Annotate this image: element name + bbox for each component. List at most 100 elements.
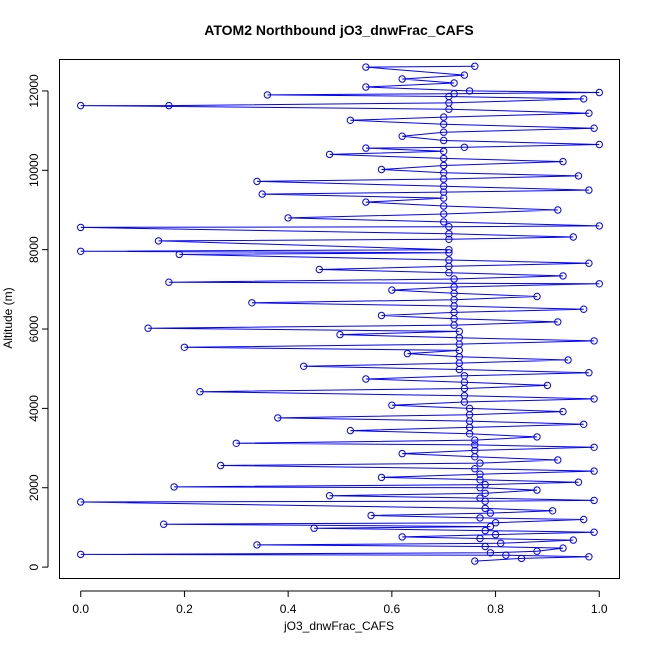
data-point: [590, 395, 598, 403]
data-point: [274, 414, 282, 422]
data-point: [440, 161, 448, 170]
data-point: [440, 202, 448, 210]
data-point: [590, 528, 598, 536]
x-tick-label: 0.4: [280, 602, 297, 616]
data-point: [559, 544, 567, 552]
data-point: [160, 520, 168, 528]
data-point: [175, 250, 184, 259]
data-point: [325, 492, 334, 500]
data-point: [465, 404, 474, 413]
data-point: [377, 473, 386, 482]
data-point: [476, 476, 484, 484]
data-point: [585, 186, 593, 194]
data-point: [471, 436, 479, 444]
data-point: [77, 550, 85, 559]
data-point: [502, 551, 510, 559]
data-point: [460, 372, 469, 380]
data-point: [154, 237, 163, 245]
data-point: [346, 116, 355, 125]
data-point: [590, 124, 598, 132]
data-point: [315, 265, 323, 274]
y-tick-label: 8000: [27, 236, 41, 263]
data-point: [460, 143, 469, 152]
data-point: [559, 407, 567, 416]
data-point: [300, 362, 308, 370]
data-point: [440, 169, 448, 177]
data-point: [476, 459, 484, 467]
data-point: [445, 223, 453, 231]
y-axis-label: Altitude (m): [1, 287, 15, 348]
data-point: [517, 554, 526, 563]
data-point: [580, 515, 588, 524]
data-point: [585, 259, 593, 267]
data-point: [471, 446, 479, 455]
data-point: [398, 449, 406, 458]
data-point: [77, 101, 85, 110]
x-tick-label: 1.0: [591, 602, 608, 616]
data-point: [325, 150, 334, 159]
data-point: [445, 249, 453, 257]
x-axis: 0.0 0.2 0.4 0.6 0.8 1.0: [72, 590, 608, 616]
data-point: [450, 90, 458, 98]
data-point: [481, 480, 489, 489]
data-point: [460, 392, 469, 400]
data-point: [543, 381, 552, 390]
data-point: [580, 305, 588, 313]
data-point: [471, 441, 479, 449]
data-point: [445, 230, 453, 238]
data-point: [554, 456, 562, 464]
y-tick-label: 4000: [27, 395, 41, 422]
data-point: [196, 388, 204, 396]
data-point: [258, 190, 266, 198]
data-point: [440, 210, 448, 218]
data-point: [450, 79, 458, 87]
y-tick-label: 12000: [27, 74, 41, 108]
data-point: [481, 504, 489, 513]
data-point: [595, 88, 603, 97]
data-point: [440, 113, 448, 121]
data-point: [585, 369, 593, 377]
data-point: [595, 280, 603, 288]
data-point: [165, 278, 173, 286]
data-point: [533, 547, 541, 555]
data-point: [170, 483, 178, 491]
data-point: [362, 198, 370, 206]
data-point: [481, 542, 489, 551]
x-tick-label: 0.8: [487, 602, 504, 616]
data-point: [590, 337, 598, 345]
data-point: [569, 536, 577, 544]
data-point: [574, 172, 583, 180]
data-point: [362, 375, 370, 383]
data-point: [465, 87, 474, 95]
data-point: [455, 327, 463, 336]
data-point: [590, 496, 598, 505]
data-point: [564, 356, 572, 364]
data-point: [445, 246, 453, 254]
data-point: [595, 140, 603, 149]
data-point: [559, 272, 567, 280]
data-point: [450, 275, 458, 283]
x-tick-label: 0.6: [384, 602, 401, 616]
data-point: [398, 533, 406, 541]
data-point: [367, 511, 375, 520]
data-point: [263, 91, 272, 99]
data-point: [580, 95, 588, 103]
data-point: [595, 222, 603, 230]
data-point: [491, 519, 500, 527]
data-point: [398, 132, 406, 140]
data-point: [440, 120, 448, 129]
data-point: [346, 426, 355, 435]
data-point: [336, 330, 344, 339]
data-point: [77, 247, 85, 256]
data-layer: [77, 62, 603, 565]
data-point: [77, 498, 85, 506]
data-point: [476, 514, 484, 522]
data-point: [476, 470, 484, 478]
data-point: [440, 218, 448, 226]
data-point: [362, 144, 370, 152]
data-point: [388, 286, 396, 294]
data-point: [554, 318, 562, 326]
data-point: [585, 109, 593, 117]
data-point: [403, 349, 412, 358]
